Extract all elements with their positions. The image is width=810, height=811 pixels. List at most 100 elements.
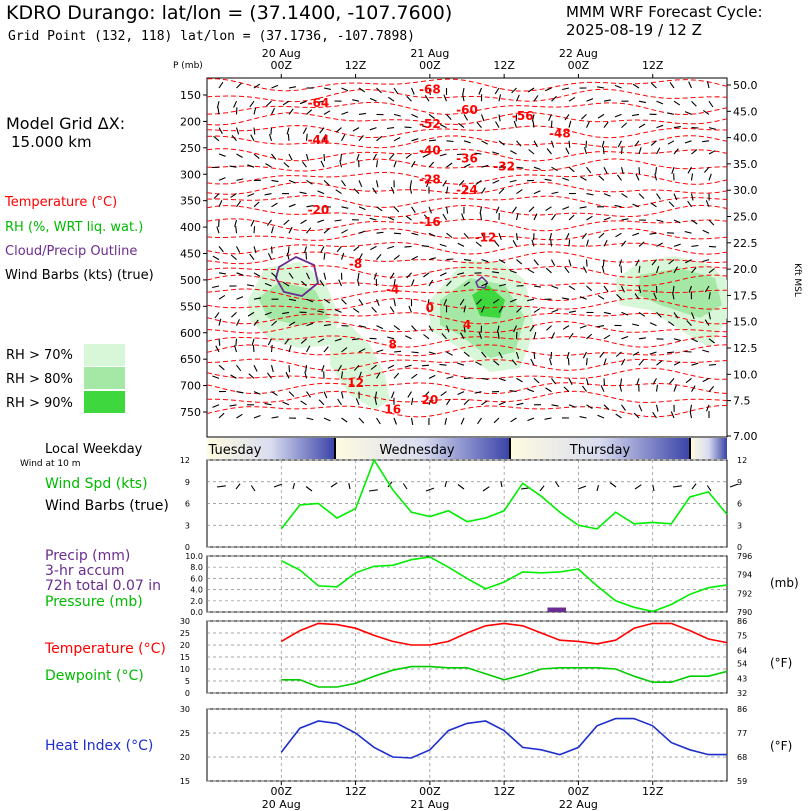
- surface-wind-barb: [330, 482, 338, 488]
- wind-barb: [358, 230, 366, 234]
- wind-barb: [687, 166, 692, 174]
- pressure-ytick: 796: [737, 552, 752, 561]
- precip-ytick: 8.0: [190, 563, 203, 572]
- wind-barb: [428, 257, 436, 261]
- model-grid-label: Model Grid ΔX:: [6, 114, 126, 133]
- wind-barb: [268, 133, 273, 141]
- wind-barb: [530, 358, 535, 366]
- isotherm-contour: [206, 312, 728, 325]
- wind-barb: [236, 319, 240, 326]
- wind-barb: [673, 361, 681, 366]
- wind-barb: [516, 166, 524, 169]
- wind-barb: [691, 100, 697, 107]
- cloud-outline: [475, 275, 488, 289]
- wind-barb: [498, 283, 506, 287]
- wind-barb: [691, 149, 698, 155]
- wind-barb: [568, 285, 576, 291]
- surface-wind-barb: [368, 489, 378, 492]
- wind-barb: [375, 180, 379, 188]
- wind-barb: [603, 404, 610, 411]
- wind-barb: [306, 417, 314, 421]
- wind-barb: [248, 373, 255, 379]
- surface-wind-barb: [729, 483, 739, 488]
- wind-ytick-right: 6: [737, 500, 742, 509]
- wind-barb: [463, 186, 468, 194]
- heat-ytick: 30: [180, 705, 190, 714]
- wind-barb: [376, 372, 381, 379]
- wind-barb: [463, 399, 470, 406]
- weekday-segment: [207, 438, 335, 459]
- heat-ytick: 20: [180, 753, 190, 762]
- wind-barb: [288, 153, 293, 161]
- wind-barb: [271, 107, 275, 115]
- wind-barb: [690, 193, 694, 201]
- wind-barb: [446, 258, 454, 261]
- wind-barb: [545, 206, 552, 212]
- wind-ytick-right: 12: [737, 456, 747, 465]
- wind-barb: [690, 312, 695, 320]
- wind-barb: [615, 413, 622, 419]
- wind-barb: [515, 94, 520, 102]
- wind-barb: [516, 377, 523, 383]
- wind-barb: [456, 153, 465, 156]
- wind-barb: [551, 95, 557, 102]
- isotherm-contour: [206, 241, 728, 255]
- wind-barb: [320, 160, 325, 168]
- wind-barb: [688, 81, 693, 89]
- wind-barb: [250, 219, 255, 227]
- wind-barb: [352, 127, 360, 132]
- wind-barb: [439, 153, 447, 157]
- wind-barb: [568, 140, 571, 148]
- wind-barb: [446, 398, 451, 406]
- wind-ytick: 3: [185, 521, 190, 530]
- wind-barb: [428, 113, 435, 119]
- wind-barb: [533, 140, 538, 148]
- wind-barb: [303, 246, 308, 254]
- wind-barb: [656, 193, 661, 200]
- wind-barb: [358, 348, 366, 353]
- wind-barb: [411, 351, 419, 354]
- pressure-tick-label: 200: [180, 115, 201, 128]
- wind-barb: [492, 151, 500, 155]
- surface-wind-barb: [273, 483, 283, 488]
- wind-barb: [533, 190, 541, 195]
- wind-barb: [691, 385, 696, 392]
- surface-wind-barb: [706, 485, 712, 492]
- precip-ytick: 6.0: [190, 574, 203, 583]
- wind-barb: [586, 404, 593, 410]
- wind-barb: [598, 232, 605, 239]
- wind-barb: [212, 404, 220, 408]
- rh90-label: RH > 90%: [6, 396, 73, 411]
- wind-barb: [369, 127, 377, 131]
- wind-barb: [512, 206, 517, 213]
- precip-ytick: 4.0: [190, 586, 203, 595]
- wind-barb: [480, 114, 485, 122]
- wind-barb: [212, 285, 220, 289]
- wind-barb: [600, 385, 605, 392]
- height-tick-label: 45.0: [733, 105, 758, 118]
- pressure-ytick: 790: [737, 608, 752, 617]
- wind-barb: [390, 186, 395, 194]
- wind-barb: [527, 87, 535, 93]
- wind-barb: [317, 190, 325, 195]
- wind-barb: [306, 322, 314, 327]
- wind-barb: [376, 87, 382, 94]
- wind-barb: [446, 162, 453, 168]
- wind-barb: [306, 179, 313, 185]
- heat-ytick-f: 86: [737, 705, 747, 714]
- wind-barb: [218, 272, 226, 275]
- wind-barb: [460, 417, 465, 425]
- wind-barb: [266, 100, 272, 107]
- wind-barb: [691, 362, 699, 366]
- wind-barb: [585, 140, 588, 148]
- date-label: 21 Aug: [410, 798, 449, 811]
- wind-barb: [463, 140, 471, 144]
- weekday-label: Wednesday: [379, 443, 455, 458]
- wind-barb: [236, 246, 241, 253]
- wind-barb: [411, 206, 416, 213]
- wind-barb: [479, 213, 483, 221]
- heat-index-title: Heat Index (°C): [45, 738, 153, 754]
- wind-barb: [393, 325, 400, 331]
- wind-barb: [319, 279, 325, 287]
- wind-barb: [688, 285, 693, 293]
